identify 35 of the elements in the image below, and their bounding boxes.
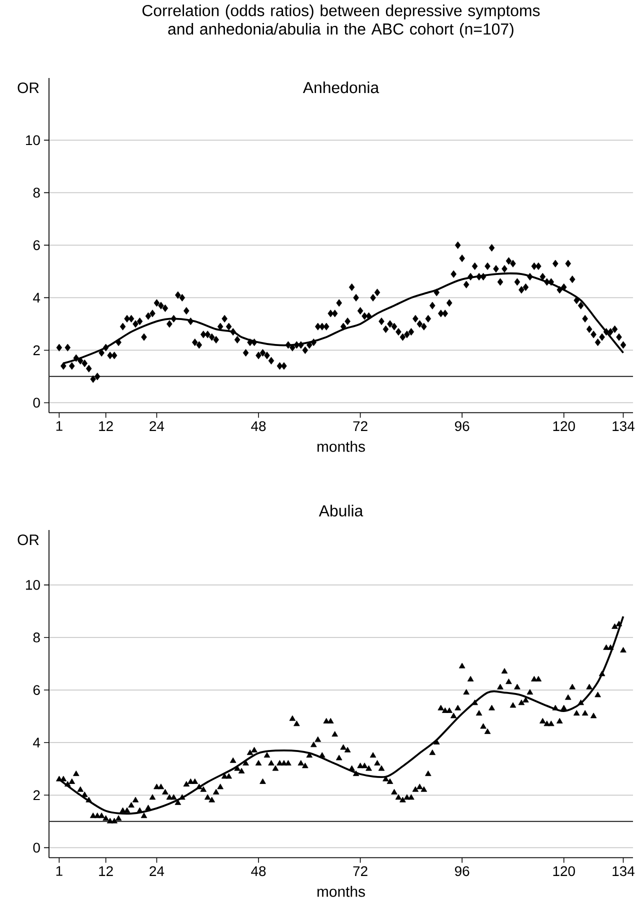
x-tick-label: 120: [553, 866, 575, 876]
x-tick-label: 120: [553, 421, 575, 432]
y-tick-label: 0: [33, 842, 40, 853]
x-tick-label: 24: [150, 866, 164, 876]
y-tick-label: 2: [33, 345, 40, 356]
x-tick-label: 48: [251, 866, 266, 876]
y-tick-label: 4: [33, 738, 40, 748]
x-tick-label: 134: [612, 866, 634, 876]
x-tick-label: 48: [251, 421, 266, 432]
x-tick-label: 1: [56, 866, 62, 876]
x-tick-label: 72: [353, 866, 368, 876]
y-axis-title: OR: [18, 534, 39, 546]
x-axis-title: months: [317, 440, 365, 452]
chart-title: Abulia: [318, 504, 364, 516]
x-axis-title: months: [317, 886, 365, 897]
y-axis-title: OR: [18, 82, 39, 94]
chart-subtitle: Anhedonia: [302, 82, 380, 94]
x-tick-label: 12: [99, 421, 113, 431]
y-tick-label: 8: [33, 632, 40, 642]
y-tick-label: 6: [33, 240, 40, 250]
chart-title: Correlation (odds ratios) between depressive symptoms and anhedonia/abulia in the ABC cohort (n=107): [142, 4, 540, 38]
x-tick-label: 72: [353, 421, 368, 431]
y-tick-label: 0: [33, 398, 40, 408]
y-tick-label: 8: [33, 188, 40, 198]
x-tick-label: 134: [612, 421, 634, 432]
x-tick-label: 96: [454, 421, 470, 432]
x-tick-label: 1: [56, 421, 62, 431]
y-tick-label: 4: [33, 292, 40, 303]
y-tick-label: 6: [33, 685, 40, 695]
x-tick-label: 12: [99, 866, 113, 876]
x-tick-label: 24: [150, 421, 164, 431]
y-tick-label: 2: [33, 790, 40, 800]
x-tick-label: 96: [454, 866, 470, 876]
y-tick-label: 10: [26, 580, 40, 590]
y-tick-label: 10: [26, 135, 40, 146]
